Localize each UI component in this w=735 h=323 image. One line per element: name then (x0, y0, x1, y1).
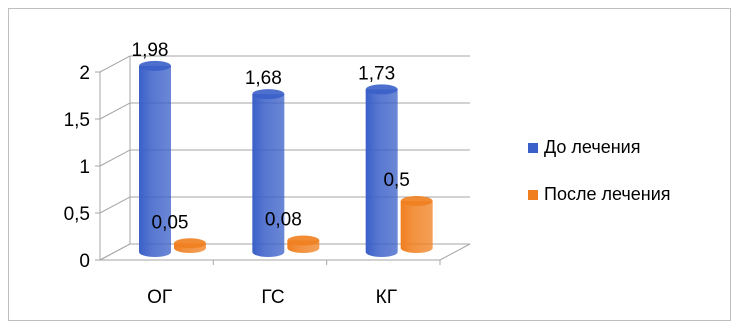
data-label-1-2: 0,5 (383, 170, 409, 191)
gridline-side (99, 196, 131, 214)
gridline-side (99, 55, 131, 73)
bar-0-1-body (252, 94, 285, 257)
data-label-0-0: 1,98 (132, 40, 169, 61)
y-tick-label: 1,5 (64, 110, 90, 131)
bar-1-2-body (400, 201, 433, 254)
x-axis: ОГ ГС КГ (147, 260, 441, 308)
y-tick-label: 0,5 (64, 204, 90, 225)
data-label-0-2: 1,73 (358, 63, 395, 84)
bar-0-0 (139, 60, 171, 257)
y-tick-label: 0 (79, 251, 90, 272)
gridline-side (99, 149, 131, 167)
x-tick-label: ОГ (147, 287, 172, 308)
bar-0-1-top (252, 89, 285, 100)
bar-0-1 (252, 89, 285, 257)
bar-0-2 (365, 84, 398, 257)
bar-0-0-body (139, 65, 171, 257)
y-tick-label: 1 (79, 157, 90, 178)
bar-1-2-top (400, 196, 433, 206)
bar-1-1 (287, 235, 320, 254)
bar-0-2-body (365, 89, 398, 257)
bar-0-0-top (139, 60, 171, 71)
bars (139, 60, 433, 257)
bar-1-0 (174, 238, 206, 253)
legend-label-before: До лечения (544, 137, 641, 157)
bar-0-2-top (365, 84, 398, 95)
x-tick-label: КГ (376, 287, 397, 308)
legend-item-before: До лечения (528, 137, 640, 158)
data-labels: 1,98 0,05 1,68 0,08 1,73 0,5 (132, 40, 410, 233)
gridline-side (99, 102, 131, 120)
data-label-0-1: 1,68 (245, 68, 282, 89)
legend-item-after: После лечения (528, 184, 671, 205)
legend-swatch-before (528, 142, 538, 153)
y-axis: 0 0,5 1 1,5 2 (64, 63, 100, 272)
bar-1-1-top (287, 235, 320, 246)
data-label-1-1: 0,08 (265, 209, 302, 230)
data-label-1-0: 0,05 (152, 212, 189, 233)
gridlines (99, 55, 470, 214)
legend-label-after: После лечения (544, 184, 671, 204)
legend-swatch-after (528, 189, 538, 200)
bar-1-2 (400, 196, 433, 254)
y-tick-label: 2 (79, 63, 90, 84)
bar-1-0-top (174, 238, 206, 249)
x-tick-label: ГС (261, 287, 284, 308)
